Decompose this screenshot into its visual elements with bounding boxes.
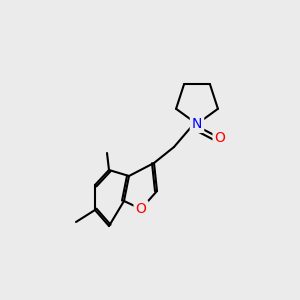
Text: O: O xyxy=(136,202,146,216)
Text: O: O xyxy=(214,131,225,145)
Text: N: N xyxy=(192,117,202,131)
